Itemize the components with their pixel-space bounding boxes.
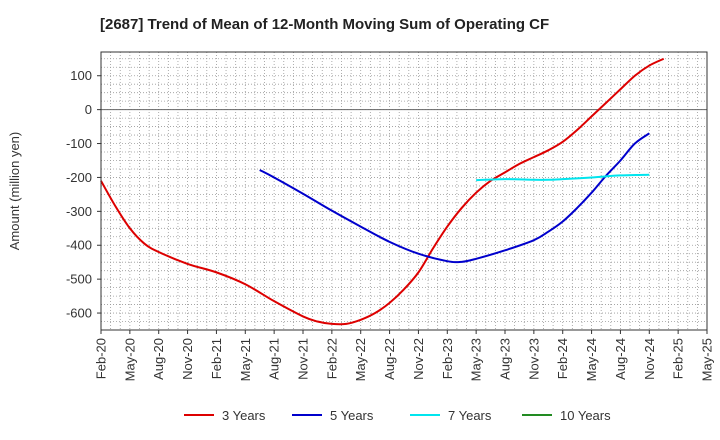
y-tick-label: -600: [66, 306, 92, 321]
x-tick-label: Feb-21: [209, 338, 224, 379]
y-tick-label: -500: [66, 272, 92, 287]
x-tick-label: Nov-22: [411, 338, 426, 380]
y-tick-label: 0: [85, 102, 92, 117]
x-tick-label: May-20: [122, 338, 137, 381]
x-tick-label: Nov-21: [296, 338, 311, 380]
x-tick-label: Feb-23: [440, 338, 455, 379]
x-tick-label: May-21: [238, 338, 253, 381]
y-tick-label: -100: [66, 136, 92, 151]
x-tick-label: Aug-23: [498, 338, 513, 380]
series-line-3-years: [100, 57, 665, 326]
x-tick-label: Aug-24: [613, 338, 628, 380]
x-tick-label: Feb-22: [324, 338, 339, 379]
y-tick-label: -400: [66, 238, 92, 253]
series-lines: [100, 57, 665, 326]
x-tick-label: Feb-20: [94, 338, 109, 379]
y-tick-label: -200: [66, 170, 92, 185]
series-line-5-years: [259, 132, 650, 264]
y-axis-label: Amount (million yen): [7, 132, 22, 251]
chart-title: [2687] Trend of Mean of 12-Month Moving …: [100, 16, 549, 33]
x-axis-ticks: Feb-20 May-20 Aug-20 Nov-20 Feb-21 May-21 Aug-…: [94, 330, 715, 381]
x-tick-label: Feb-24: [555, 338, 570, 379]
x-tick-label: Aug-21: [267, 338, 282, 380]
x-tick-label: Nov-20: [180, 338, 195, 380]
legend-label: 5 Years: [330, 408, 374, 423]
x-tick-label: Nov-23: [526, 338, 541, 380]
x-tick-label: Aug-20: [151, 338, 166, 380]
x-tick-label: May-24: [584, 338, 599, 381]
y-tick-label: -300: [66, 204, 92, 219]
x-tick-label: May-25: [700, 338, 715, 381]
grid: [100, 52, 708, 331]
series-line-7-years: [476, 173, 650, 182]
legend: 3 Years 5 Years 7 Years 10 Years: [184, 408, 611, 423]
x-tick-label: Aug-22: [382, 338, 397, 380]
x-tick-label: Nov-24: [642, 338, 657, 380]
y-tick-label: 100: [70, 68, 92, 83]
legend-label: 3 Years: [222, 408, 266, 423]
x-tick-label: May-23: [469, 338, 484, 381]
plot-frame: [100, 51, 708, 331]
legend-label: 10 Years: [560, 408, 611, 423]
legend-label: 7 Years: [448, 408, 492, 423]
x-tick-label: May-22: [353, 338, 368, 381]
y-axis-ticks: 100 0 -100 -200 -300 -400 -500 -600: [66, 68, 101, 321]
x-tick-label: Feb-25: [671, 338, 686, 379]
